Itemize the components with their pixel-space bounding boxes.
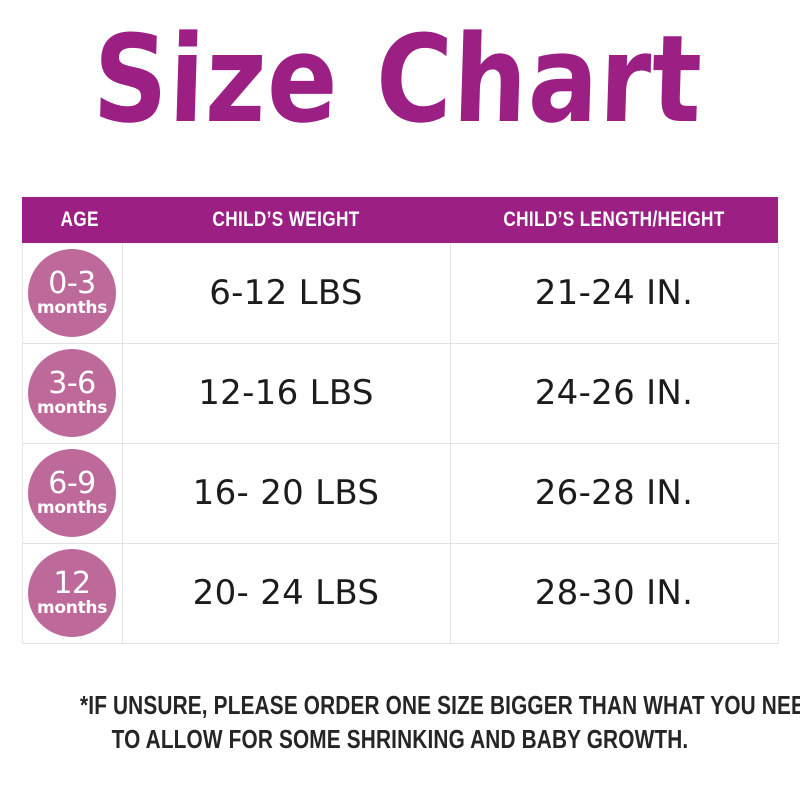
height-cell: 28-30 IN. — [450, 543, 779, 644]
table-header: AGE CHILD’S WEIGHT CHILD’S LENGTH/HEIGHT — [22, 197, 778, 243]
table-row: 6-9 months 16- 20 LBS 26-28 IN. — [22, 443, 779, 544]
height-value: 28-30 IN. — [534, 573, 694, 613]
age-cell: 3-6 months — [22, 343, 123, 444]
column-header-age: AGE — [60, 208, 99, 231]
age-range-label: 12 — [53, 566, 91, 601]
table-header-row: AGE CHILD’S WEIGHT CHILD’S LENGTH/HEIGHT — [22, 197, 778, 243]
weight-value: 16- 20 LBS — [192, 473, 380, 513]
weight-value: 6-12 LBS — [209, 272, 363, 313]
age-badge: 0-3 months — [28, 248, 116, 337]
age-cell: 12 months — [22, 543, 123, 644]
column-header-weight: CHILD’S WEIGHT — [212, 208, 360, 231]
weight-cell: 6-12 LBS — [122, 243, 451, 344]
page-title: Size Chart — [91, 8, 705, 151]
age-cell: 6-9 months — [22, 443, 123, 544]
column-header-height: CHILD’S LENGTH/HEIGHT — [503, 208, 725, 231]
weight-cell: 12-16 LBS — [122, 343, 451, 444]
age-range-label: 6-9 — [48, 466, 96, 501]
age-cell: 0-3 months — [22, 243, 123, 344]
height-cell: 24-26 IN. — [450, 343, 779, 444]
page-title-container: Size Chart — [0, 9, 800, 151]
age-unit-label: months — [36, 498, 108, 518]
age-range-label: 0-3 — [48, 265, 96, 301]
height-cell: 26-28 IN. — [450, 443, 779, 544]
age-badge: 6-9 months — [28, 449, 116, 537]
age-badge: 3-6 months — [28, 349, 116, 437]
size-chart-table: AGE CHILD’S WEIGHT CHILD’S LENGTH/HEIGHT… — [22, 197, 779, 644]
age-unit-label: months — [36, 398, 108, 418]
height-value: 26-28 IN. — [534, 473, 694, 513]
age-unit-label: months — [36, 297, 108, 318]
age-range-label: 3-6 — [48, 366, 96, 401]
weight-value: 20- 24 LBS — [192, 573, 380, 613]
height-cell: 21-24 IN. — [450, 243, 779, 344]
weight-cell: 20- 24 LBS — [122, 543, 451, 644]
weight-value: 12-16 LBS — [198, 373, 374, 413]
weight-cell: 16- 20 LBS — [122, 443, 451, 544]
age-badge: 12 months — [28, 549, 116, 637]
height-value: 21-24 IN. — [534, 272, 694, 313]
table-row: 0-3 months 6-12 LBS 21-24 IN. — [22, 243, 779, 344]
footnote: *IF UNSURE, PLEASE ORDER ONE SIZE BIGGER… — [0, 688, 800, 756]
table-row: 12 months 20- 24 LBS 28-30 IN. — [22, 543, 779, 644]
footnote-line-2: TO ALLOW FOR SOME SHRINKING AND BABY GRO… — [111, 724, 689, 754]
height-value: 24-26 IN. — [534, 373, 694, 413]
footnote-line-1: *IF UNSURE, PLEASE ORDER ONE SIZE BIGGER… — [80, 690, 800, 720]
table-body: 0-3 months 6-12 LBS 21-24 IN. 3-6 months — [22, 243, 779, 644]
table-row: 3-6 months 12-16 LBS 24-26 IN. — [22, 343, 779, 444]
age-unit-label: months — [36, 598, 108, 618]
